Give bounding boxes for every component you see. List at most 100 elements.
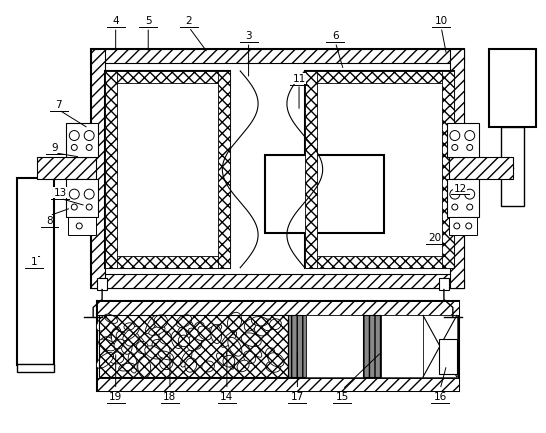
Text: 13: 13 (54, 188, 67, 198)
Ellipse shape (244, 319, 256, 331)
Bar (305, 71, 454, 268)
Text: 19: 19 (109, 392, 122, 402)
Bar (306, 315, 364, 377)
Bar (97, 278, 107, 290)
Ellipse shape (228, 337, 242, 356)
Ellipse shape (171, 331, 182, 349)
Text: 18: 18 (163, 392, 176, 402)
Text: 3: 3 (245, 31, 252, 41)
Bar (105, 71, 230, 83)
Circle shape (452, 145, 458, 150)
Ellipse shape (193, 338, 201, 349)
Circle shape (465, 131, 474, 140)
Bar (17, 178, 55, 365)
Circle shape (466, 223, 472, 229)
Ellipse shape (121, 336, 132, 354)
Ellipse shape (268, 353, 284, 367)
Ellipse shape (159, 356, 173, 370)
Bar (17, 364, 55, 372)
Bar (381, 315, 423, 377)
Ellipse shape (223, 355, 235, 367)
Ellipse shape (262, 319, 274, 331)
Ellipse shape (247, 341, 262, 357)
Ellipse shape (158, 351, 174, 360)
Ellipse shape (205, 325, 222, 336)
Bar (442, 71, 454, 268)
Circle shape (72, 204, 78, 210)
Circle shape (84, 131, 94, 140)
Text: 20: 20 (428, 233, 441, 243)
Circle shape (450, 189, 460, 199)
Text: 14: 14 (220, 392, 234, 402)
Text: 12: 12 (454, 184, 467, 194)
Bar (91, 49, 105, 288)
Circle shape (69, 189, 79, 199)
Ellipse shape (178, 335, 189, 347)
Bar (423, 315, 457, 377)
Bar (447, 123, 479, 157)
Ellipse shape (194, 322, 204, 331)
Bar (288, 315, 306, 377)
Ellipse shape (99, 339, 116, 351)
Text: 6: 6 (332, 31, 339, 41)
Bar (501, 126, 524, 206)
Ellipse shape (116, 331, 127, 343)
Ellipse shape (228, 312, 242, 331)
Circle shape (465, 189, 474, 199)
Ellipse shape (104, 314, 117, 323)
Text: 4: 4 (112, 16, 119, 26)
Bar (450, 49, 464, 288)
Bar (439, 278, 449, 290)
Ellipse shape (124, 323, 134, 330)
Ellipse shape (111, 329, 120, 344)
Bar (37, 157, 96, 179)
Bar (66, 179, 98, 217)
Bar (97, 301, 459, 391)
Circle shape (84, 189, 94, 199)
Text: 17: 17 (291, 392, 304, 402)
Ellipse shape (154, 315, 168, 328)
Ellipse shape (198, 326, 211, 340)
Ellipse shape (97, 315, 110, 331)
Circle shape (467, 145, 473, 150)
Ellipse shape (145, 315, 158, 333)
Ellipse shape (270, 319, 281, 330)
Ellipse shape (217, 353, 227, 365)
Bar (364, 315, 381, 377)
Ellipse shape (101, 337, 117, 354)
Ellipse shape (159, 331, 171, 344)
Ellipse shape (254, 323, 270, 336)
Ellipse shape (152, 339, 170, 357)
Bar (449, 217, 477, 235)
Ellipse shape (118, 363, 135, 371)
Bar (91, 49, 464, 288)
Circle shape (86, 204, 92, 210)
Ellipse shape (266, 361, 281, 372)
Text: 10: 10 (435, 16, 448, 26)
Bar (489, 49, 536, 126)
Bar (305, 71, 317, 268)
Circle shape (450, 131, 460, 140)
Ellipse shape (226, 351, 235, 369)
Ellipse shape (244, 351, 256, 364)
Bar (447, 179, 479, 217)
Ellipse shape (237, 360, 249, 372)
Circle shape (452, 204, 458, 210)
Text: 11: 11 (293, 74, 306, 84)
Text: 15: 15 (336, 392, 349, 402)
Ellipse shape (187, 333, 202, 351)
Bar (105, 256, 230, 268)
Bar (439, 339, 457, 374)
Bar (218, 71, 230, 268)
Ellipse shape (110, 327, 121, 346)
Bar (91, 274, 464, 288)
Ellipse shape (97, 352, 114, 368)
Ellipse shape (149, 326, 165, 335)
Ellipse shape (109, 352, 124, 364)
Text: 5: 5 (145, 16, 152, 26)
Bar (305, 256, 454, 268)
Circle shape (86, 145, 92, 150)
Bar (449, 157, 513, 179)
Ellipse shape (202, 361, 215, 372)
Ellipse shape (138, 357, 151, 378)
